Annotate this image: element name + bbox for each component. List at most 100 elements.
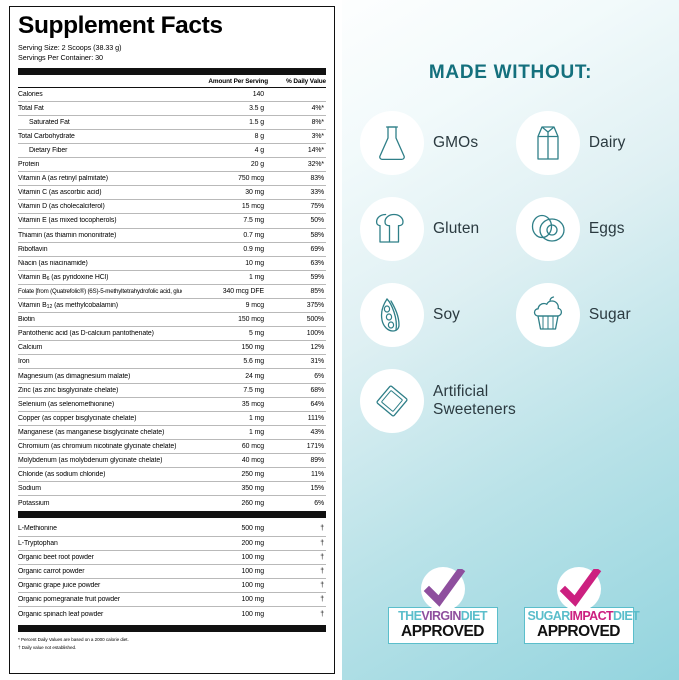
nutrient-amount: 15 mcg (241, 203, 264, 211)
nutrient-amount: 5 mg (249, 330, 264, 338)
serving-size-text: Serving Size: 2 Scoops (38.33 g) (18, 42, 122, 52)
checkmark-icon (423, 568, 465, 607)
nutrient-daily-value: 75% (310, 203, 324, 211)
nutrient-name: Folate [from (Quatrefolic®) (6S)-5-methy… (18, 287, 182, 295)
nutrient-daily-value: 50% (310, 217, 324, 225)
nutrient-amount: 150 mg (241, 344, 264, 352)
table-row: Vitamin B6 (as pyridoxine HCl) 1 mg 59% (18, 271, 326, 285)
made-without-panel: MADE WITHOUT: GMOs Dairy Gluten Eggs Soy Suga… (342, 0, 679, 680)
nutrient-daily-value: 32%* (307, 161, 324, 169)
table-row: Protein 20 g 32%* (18, 158, 326, 173)
table-row: Vitamin E (as mixed tocopherols) 7.5 mg 50… (18, 214, 326, 229)
nutrient-daily-value: 111% (307, 414, 324, 422)
badge-approved-label: APPROVED (537, 622, 621, 640)
nutrient-amount: 260 mg (241, 499, 264, 507)
approval-badges: THEVIRGINDIET APPROVED SUGARIMPACTDIET APPR… (342, 566, 679, 644)
badge-approved-label: APPROVED (401, 622, 485, 640)
nutrient-daily-value: † (320, 595, 324, 603)
servings-per-container-text: Servings Per Container: 30 (18, 53, 103, 63)
table-row: Total Carbohydrate 8 g 3%* (18, 130, 326, 144)
nutrient-daily-value: 31% (310, 358, 324, 366)
table-row: Selenium (as selenomethionine) 35 mcg 64% (18, 398, 326, 412)
table-column-headers: Amount Per Serving % Daily Value (18, 75, 326, 88)
nutrient-daily-value: 12% (310, 344, 324, 352)
table-row: Vitamin D (as cholecalciferol) 15 mcg 75% (18, 200, 326, 215)
table-row: Total Fat 3.5 g 4%* (18, 102, 326, 116)
nutrient-amount: 9 mcg (245, 302, 264, 310)
made-without-item-label: Eggs (588, 220, 625, 238)
divider-thick-top (18, 67, 326, 75)
checkmark-icon (559, 568, 601, 607)
nutrient-name: Total Carbohydrate (18, 132, 75, 140)
nutrient-daily-value: 6% (314, 372, 324, 380)
table-row: Organic beet root powder 100 mg † (18, 551, 326, 565)
table-row: Thiamin (as thiamin mononitrate) 0.7 mg 58… (18, 229, 326, 243)
nutrient-daily-value: 89% (310, 457, 324, 465)
nutrient-daily-value: 171% (306, 442, 324, 450)
table-row: Organic pomegranate fruit powder 100 mg † (18, 593, 326, 607)
nutrient-name: Biotin (18, 316, 35, 324)
nutrient-daily-value: 69% (310, 245, 324, 253)
nutrient-amount: 35 mcg (241, 400, 264, 408)
nutrient-daily-value: 500% (306, 316, 324, 324)
badge-word-3: DIET (613, 608, 640, 623)
nutrient-name: Saturated Fat (29, 118, 70, 126)
table-row: Chromium (as chromium nicotinate glycina… (18, 440, 326, 455)
made-without-icon-grid: GMOs Dairy Gluten Eggs Soy Sugar Artificial Swe… (342, 106, 679, 438)
nutrient-name: Calories (18, 90, 43, 98)
made-without-item-gluten: Gluten (360, 192, 516, 266)
nutrient-amount: 40 mcg (241, 457, 264, 465)
table-row: Vitamin C (as ascorbic acid) 30 mg 33% (18, 186, 326, 201)
nutrient-name: L-Tryptophan (18, 539, 58, 547)
nutrient-name: Organic grape juice powder (18, 581, 101, 589)
nutrient-amount: 1.5 g (249, 118, 264, 126)
nutrient-name: Chromium (as chromium nicotinate glycina… (18, 442, 177, 450)
nutrient-amount: 7.5 mg (243, 217, 264, 225)
table-row: Pantothenic acid (as D-calcium pantothen… (18, 327, 326, 342)
page-title: Supplement Facts (18, 12, 223, 39)
nutrient-daily-value: 100% (306, 330, 324, 338)
nutrient-amount: 60 mcg (241, 442, 264, 450)
made-without-item-dairy: Dairy (515, 106, 663, 180)
nutrient-name: Zinc (as zinc bisglycinate chelate) (18, 386, 119, 394)
nutrient-amount: 100 mg (241, 595, 264, 603)
made-without-title: MADE WITHOUT: (428, 62, 593, 83)
made-without-item-eggs: Eggs (515, 192, 663, 266)
nutrient-daily-value: 63% (310, 259, 324, 267)
nutrient-daily-value: † (320, 567, 324, 575)
nutrient-daily-value: 33% (310, 189, 324, 197)
nutrient-amount: 0.9 mg (243, 245, 264, 253)
divider-thick-mid (18, 511, 326, 519)
badge-program-name: SUGARIMPACTDIET (528, 608, 640, 623)
table-row: Zinc (as zinc bisglycinate chelate) 7.5 m… (18, 384, 326, 398)
table-row: Magnesium (as dimagnesium malate) 24 mg 6% (18, 369, 326, 384)
nutrient-name: Vitamin E (as mixed tocopherols) (18, 217, 117, 225)
table-row: Saturated Fat 1.5 g 8%* (18, 116, 326, 130)
nutrient-name: Vitamin C (as ascorbic acid) (18, 189, 102, 197)
nutrient-name: Organic carrot powder (18, 567, 85, 575)
nutrient-amount: 1 mg (249, 428, 264, 436)
nutrient-daily-value: 64% (310, 400, 324, 408)
made-without-item-label: Dairy (588, 134, 626, 152)
nutrient-daily-value: 59% (310, 273, 324, 281)
table-row: Chloride (as sodium chloride) 250 mg 11% (18, 468, 326, 483)
table-row: Organic carrot powder 100 mg † (18, 565, 326, 579)
nutrient-name: Manganese (as manganese bisglycinate che… (18, 428, 165, 436)
nutrient-amount: 350 mg (241, 485, 264, 493)
approval-badge: SUGARIMPACTDIET APPROVED (523, 566, 640, 644)
nutrient-name: Sodium (18, 485, 41, 493)
nutrient-amount: 7.5 mg (243, 386, 264, 394)
nutrient-name: Selenium (as selenomethionine) (18, 400, 115, 408)
table-row: Molybdenum (as molybdenum glycinate chel… (18, 454, 326, 469)
table-row: Manganese (as manganese bisglycinate che… (18, 426, 326, 440)
nutrient-name: Iron (18, 358, 30, 366)
badge-word-2: IMPACT (569, 608, 614, 623)
footnote-not-established: † Daily value not established. (18, 644, 77, 650)
nutrient-amount: 500 mg (241, 525, 264, 533)
nutrient-name: Niacin (as niacinamide) (18, 259, 88, 267)
badge-check-area (524, 566, 634, 613)
nutrient-name: Thiamin (as thiamin mononitrate) (18, 231, 117, 239)
made-without-item-label: Gluten (433, 220, 480, 238)
table-row: Riboflavin 0.9 mg 69% (18, 243, 326, 257)
nutrient-amount: 100 mg (241, 610, 264, 618)
